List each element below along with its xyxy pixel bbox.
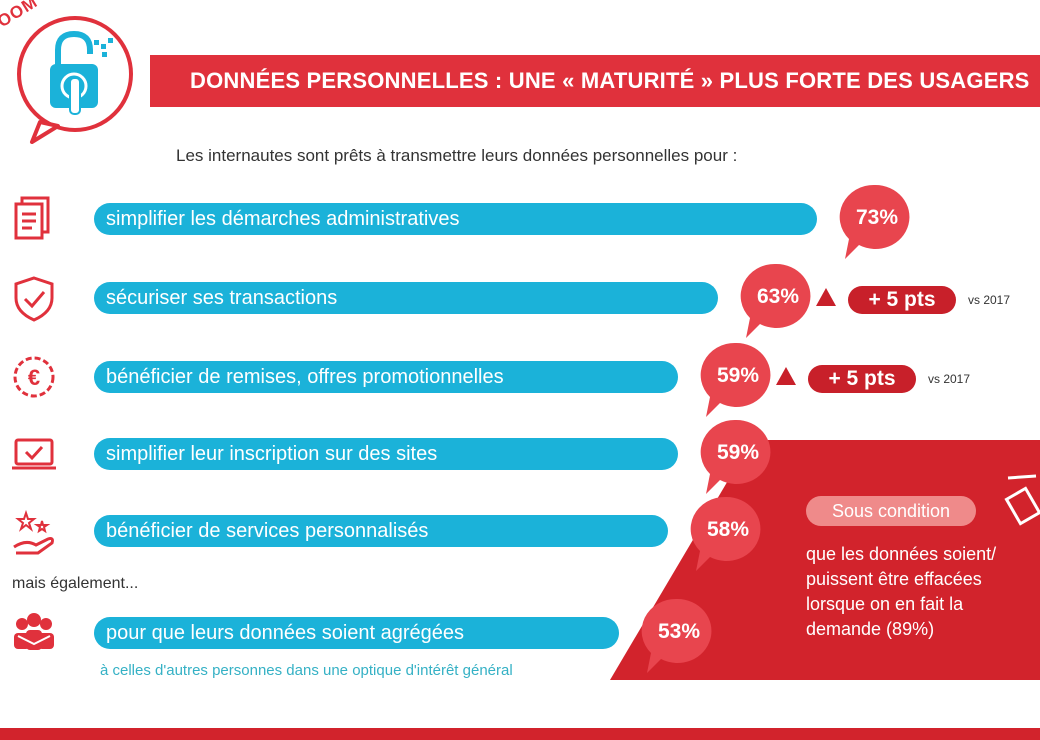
hand-stars-icon [13, 509, 54, 555]
value-label: 73% [855, 206, 899, 229]
logo-icon [17, 16, 133, 144]
change-badge: + 5 pts [848, 286, 956, 314]
chart-bar [94, 515, 668, 547]
chart-bar [94, 617, 619, 649]
up-triangle-icon [816, 288, 836, 306]
condition-text: que les données soient/ puissent être ef… [806, 544, 997, 639]
chart-bar [94, 282, 718, 314]
value-label: 63% [756, 285, 800, 308]
shield-check-icon [14, 276, 54, 322]
value-label: 59% [716, 441, 760, 464]
value-label: 53% [657, 620, 701, 643]
laptop-check-icon [12, 438, 56, 470]
value-bubble [700, 419, 771, 494]
page-title: DONNÉES PERSONNELLES : UNE « MATURITÉ » … [190, 68, 1030, 93]
chart-bar [94, 361, 678, 393]
euro-badge-icon: € [13, 356, 55, 398]
footer-bar [0, 728, 1040, 740]
bar-category-label: sécuriser ses transactions [106, 287, 338, 309]
change-reference: vs 2017 [928, 372, 971, 386]
bar-category-label: pour que leurs données soient agrégées [106, 622, 465, 644]
value-label: 58% [706, 518, 750, 541]
condition-pill: Sous condition [806, 496, 976, 526]
svg-text:€: € [28, 365, 40, 390]
value-bubble [690, 496, 761, 571]
chart-bar [94, 203, 817, 235]
value-bubble [839, 184, 910, 259]
value-bubble [700, 342, 771, 417]
value-bubble [740, 263, 811, 338]
bar-subnote: à celles d'autres personnes dans une opt… [100, 662, 513, 679]
change-badge: + 5 pts [808, 365, 916, 393]
also-label: mais également... [12, 575, 139, 592]
value-label: 59% [716, 364, 760, 387]
change-reference: vs 2017 [968, 293, 1011, 307]
document-icon [14, 196, 50, 240]
chart-bar [94, 438, 678, 470]
bar-category-label: simplifier les démarches administratives [106, 208, 460, 230]
bar-category-label: bénéficier de remises, offres promotionn… [106, 366, 504, 388]
people-group-icon [14, 613, 54, 650]
bar-category-label: simplifier leur inscription sur des site… [106, 443, 438, 465]
chart-intro: Les internautes sont prêts à transmettre… [176, 146, 738, 165]
title-banner [150, 55, 1040, 107]
value-bubble [641, 598, 712, 673]
bar-category-label: bénéficier de services personnalisés [106, 520, 429, 542]
up-triangle-icon [776, 367, 796, 385]
